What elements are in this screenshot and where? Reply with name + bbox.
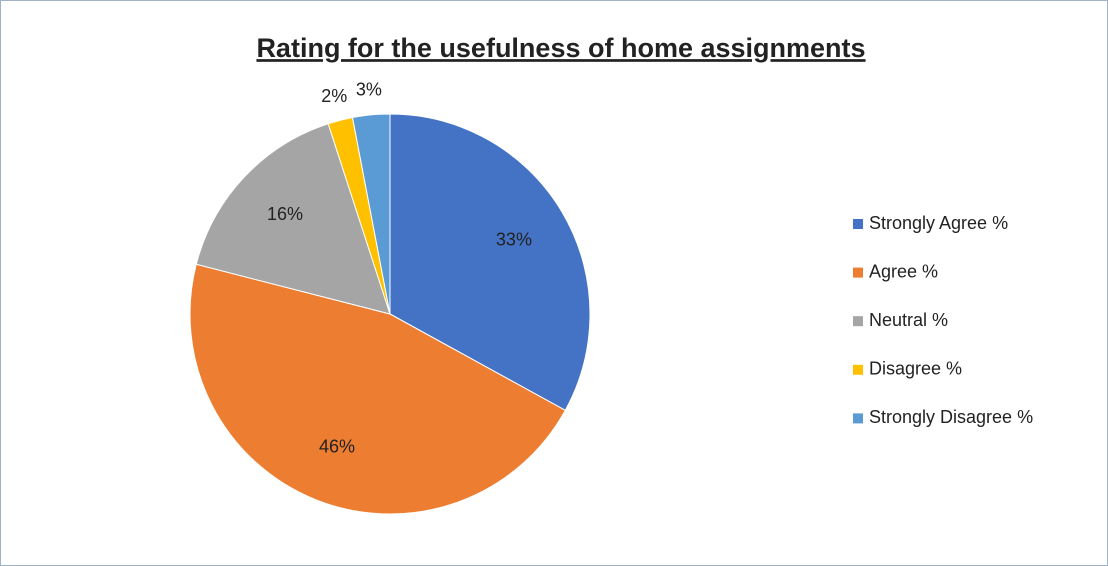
pie-slice (189, 263, 566, 515)
legend-swatch (853, 267, 863, 278)
legend-label: Neutral % (869, 310, 948, 330)
legend-label: Strongly Agree % (869, 213, 1008, 233)
legend-label: Strongly Disagree % (869, 407, 1033, 427)
chart-title: Rating for the usefulness of home assign… (256, 33, 865, 63)
pie-slice (195, 123, 391, 315)
legend-swatch (853, 364, 863, 375)
legend-swatch (853, 219, 863, 229)
data-label: 16% (267, 204, 303, 224)
pie-slice (389, 113, 591, 412)
legend-swatch (853, 413, 863, 424)
legend-swatch (853, 316, 863, 327)
data-label: 46% (319, 437, 355, 457)
legend-label: Agree % (869, 261, 938, 281)
legend-label: Disagree % (869, 359, 962, 379)
data-label: 33% (496, 229, 532, 249)
data-label: 3% (356, 80, 382, 100)
data-label: 2% (321, 86, 347, 106)
pie-slice (351, 113, 391, 315)
